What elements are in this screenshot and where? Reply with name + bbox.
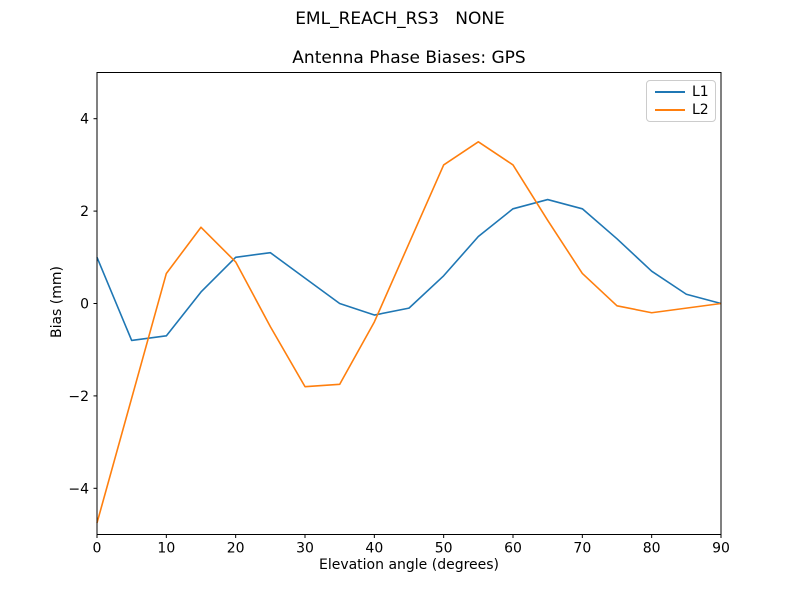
y-axis-label: Bias (mm) <box>49 265 65 339</box>
y-tick-label: 2 <box>80 204 89 220</box>
legend-item-l1: L1 <box>655 85 715 99</box>
line-L1 <box>96 198 722 342</box>
line-L2 <box>96 141 722 524</box>
legend-item-l2: L2 <box>655 103 715 117</box>
x-tick-label: 50 <box>435 541 453 557</box>
figure-suptitle: EML_REACH_RS3 NONE <box>295 9 505 29</box>
x-tick-label: 30 <box>296 541 314 557</box>
x-tick-label: 10 <box>157 541 175 557</box>
legend: L1 L2 <box>646 80 716 122</box>
x-tick-label: 40 <box>365 541 383 557</box>
l2-line-sample <box>655 109 685 111</box>
x-tick-label: 80 <box>643 541 661 557</box>
y-tick-label: −2 <box>68 389 89 405</box>
legend-label-l2: L2 <box>692 102 709 118</box>
y-tick-label: −4 <box>68 481 89 497</box>
plot-frame <box>96 72 722 535</box>
x-tick-label: 20 <box>227 541 245 557</box>
y-tick-label: 0 <box>80 297 89 313</box>
axes-title: Antenna Phase Biases: GPS <box>292 48 526 68</box>
x-tick-label: 90 <box>712 541 730 557</box>
x-axis-label: Elevation angle (degrees) <box>318 557 500 573</box>
x-tick-label: 0 <box>93 541 102 557</box>
y-tick-label: 4 <box>80 112 89 128</box>
x-tick-label: 70 <box>573 541 591 557</box>
legend-label-l1: L1 <box>692 84 709 100</box>
l1-line-sample <box>655 91 685 93</box>
x-tick-label: 60 <box>504 541 522 557</box>
